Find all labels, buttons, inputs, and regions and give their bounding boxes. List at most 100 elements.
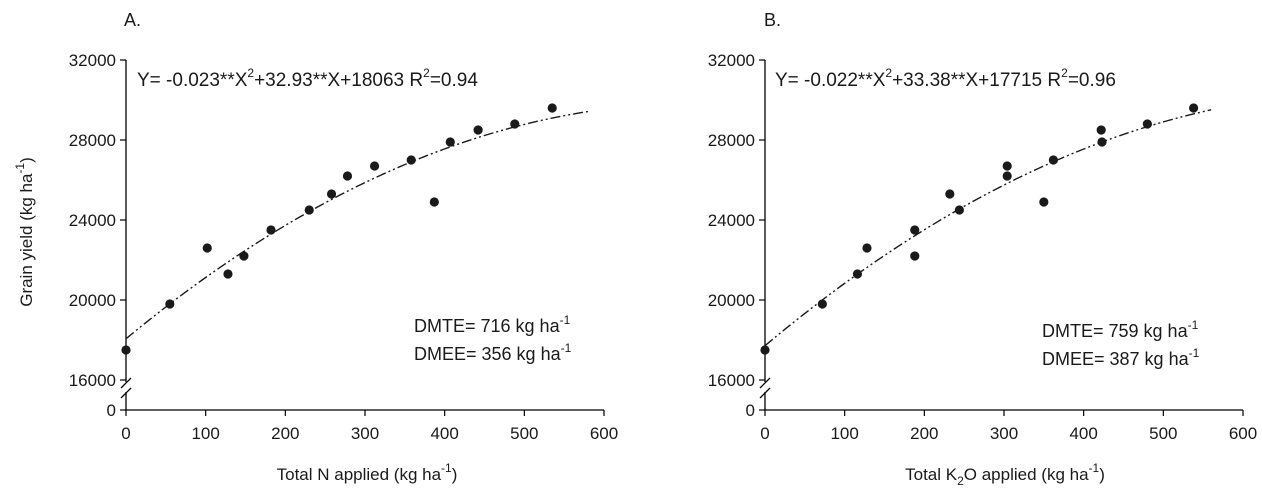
y-tick-label-b: 20000 <box>708 291 755 310</box>
axis-break-mark-lower-a <box>120 387 132 399</box>
data-point-b <box>1142 119 1152 129</box>
data-point-b <box>760 345 770 355</box>
x-axis-title-b-sub: 2 <box>957 474 964 488</box>
axis-break-mark-lower-b <box>759 387 771 399</box>
data-point-a <box>165 299 175 309</box>
x-axis-title-b-main: Total K <box>905 465 958 484</box>
dmte-annotation-a: DMTE= 716 kg ha-1 <box>414 313 571 336</box>
data-point-a <box>429 197 439 207</box>
equation-a-sup1: 2 <box>247 66 254 80</box>
dmee-text-b: DMEE= 387 kg ha <box>1042 349 1190 369</box>
y-tick-label-a: 32000 <box>69 51 116 70</box>
y-tick-label-zero-a: 0 <box>107 401 116 420</box>
dmte-text-b: DMTE= 759 kg ha <box>1042 321 1189 341</box>
data-point-b <box>1097 137 1107 147</box>
data-point-a <box>547 103 557 113</box>
dmee-sup-b: -1 <box>1189 346 1200 360</box>
y-tick-label-b: 32000 <box>708 51 755 70</box>
data-point-a <box>342 171 353 181</box>
x-tick-label-a: 300 <box>351 424 379 443</box>
data-point-b <box>1002 171 1012 181</box>
data-point-a <box>445 137 455 147</box>
equation-a-part3: =0.94 <box>430 70 479 91</box>
equation-b: Y= -0.022**X2+33.38**X+17715 R2=0.96 <box>775 66 1116 91</box>
data-point-a <box>406 155 416 165</box>
data-point-b <box>910 225 920 235</box>
y-tick-label-b: 16000 <box>708 371 755 390</box>
dmte-sup-b: -1 <box>1188 318 1199 332</box>
data-point-b <box>1189 103 1199 113</box>
equation-b-part1: Y= -0.022**X <box>775 70 886 91</box>
equation-b-sup2: 2 <box>1061 66 1068 80</box>
y-tick-label-b: 24000 <box>708 211 755 230</box>
y-tick-label-b: 28000 <box>708 131 755 150</box>
axis-break-mark-upper-b <box>759 377 771 389</box>
dmee-text-a: DMEE= 356 kg ha <box>414 344 562 364</box>
panel-label-a: A. <box>124 10 141 30</box>
dmte-sup-a: -1 <box>560 313 571 327</box>
equation-b-part3: =0.96 <box>1068 70 1116 91</box>
data-point-a <box>223 269 233 279</box>
data-point-a <box>121 345 131 355</box>
x-tick-label-a: 500 <box>510 424 538 443</box>
data-point-b <box>954 205 964 215</box>
equation-b-sup1: 2 <box>885 66 892 80</box>
data-point-a <box>304 205 314 215</box>
x-tick-label-a: 400 <box>430 424 458 443</box>
data-point-b <box>1096 125 1106 135</box>
panel-b: B. Y= -0.022**X2+33.38**X+17715 R2=0.96 … <box>708 10 1257 488</box>
x-axis-title-a-sup: -1 <box>441 461 452 475</box>
x-axis-title-b-mid: O applied (kg ha <box>964 465 1089 484</box>
x-axis-title-a-main: Total N applied (kg ha <box>277 465 442 484</box>
x-tick-label-a: 0 <box>121 424 130 443</box>
axis-break-mark-upper-a <box>120 377 132 389</box>
x-tick-label-a: 100 <box>191 424 219 443</box>
y-tick-label-a: 24000 <box>69 211 116 230</box>
equation-a-part1: Y= -0.023**X <box>137 70 248 91</box>
x-tick-label-b: 300 <box>990 424 1018 443</box>
y-tick-label-a: 16000 <box>69 371 116 390</box>
equation-b-part2: +33.38**X+17715 R <box>892 70 1061 91</box>
fit-curve-a <box>125 110 589 340</box>
equation-a: Y= -0.023**X2+32.93**X+18063 R2=0.94 <box>137 66 478 91</box>
data-point-a <box>473 125 483 135</box>
data-point-a <box>239 251 249 261</box>
x-tick-label-b: 0 <box>760 424 769 443</box>
x-tick-label-b: 500 <box>1149 424 1177 443</box>
x-axis-title-a: Total N applied (kg ha-1) <box>277 461 458 484</box>
x-tick-label-b: 100 <box>830 424 858 443</box>
fit-curve-b <box>764 109 1212 347</box>
data-point-b <box>817 299 827 309</box>
equation-a-sup2: 2 <box>423 66 430 80</box>
equation-a-part2: +32.93**X+18063 R <box>254 70 423 91</box>
dmte-annotation-b: DMTE= 759 kg ha-1 <box>1042 318 1199 341</box>
x-tick-label-b: 200 <box>910 424 938 443</box>
y-tick-label-a: 20000 <box>69 291 116 310</box>
y-tick-label-a: 28000 <box>69 131 116 150</box>
x-axis-title-a-end: ) <box>452 465 458 484</box>
data-point-b <box>910 251 920 261</box>
x-axis-title-b-end: ) <box>1099 465 1105 484</box>
data-point-b <box>1039 197 1049 207</box>
x-tick-label-a: 200 <box>271 424 299 443</box>
panel-label-b: B. <box>764 10 781 30</box>
data-point-b <box>1002 161 1012 171</box>
data-point-b <box>1048 155 1058 165</box>
dmee-annotation-b: DMEE= 387 kg ha-1 <box>1042 346 1200 369</box>
data-point-b <box>862 243 872 253</box>
x-tick-label-b: 600 <box>1229 424 1257 443</box>
data-point-a <box>510 119 520 129</box>
x-tick-label-a: 600 <box>590 424 618 443</box>
x-tick-label-b: 400 <box>1069 424 1097 443</box>
data-point-b <box>852 269 863 279</box>
dmee-annotation-a: DMEE= 356 kg ha-1 <box>414 341 572 364</box>
data-point-a <box>326 189 337 199</box>
data-point-a <box>202 243 212 253</box>
data-point-a <box>266 225 276 235</box>
panel-a: A. Y= -0.023**X2+32.93**X+18063 R2=0.94 … <box>13 10 618 484</box>
y-axis-title-main: Grain yield (kg ha <box>17 173 36 307</box>
data-point-b <box>945 189 955 199</box>
y-axis-title-end: ) <box>17 157 36 163</box>
dmee-sup-a: -1 <box>561 341 572 355</box>
